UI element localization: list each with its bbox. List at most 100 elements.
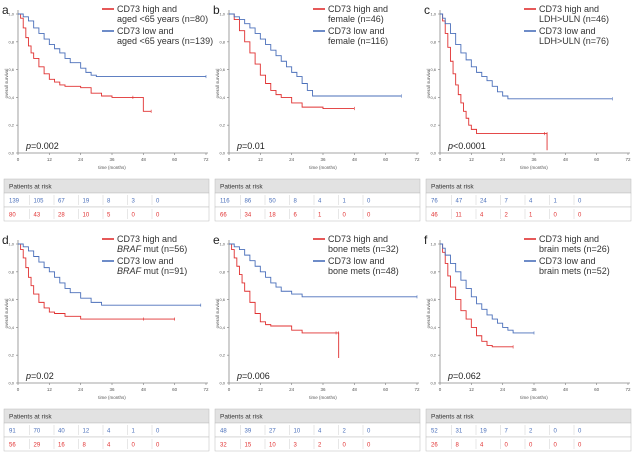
risk-table-cell: 0 (156, 199, 160, 205)
risk-table-title: Patients at risk (431, 414, 474, 421)
y-tick-label: 0,6 (219, 67, 225, 72)
x-axis-label: time (months) (98, 395, 126, 400)
risk-table-cell: 1 (554, 199, 558, 205)
p-value-prefix: p (25, 141, 31, 151)
risk-table-title: Patients at risk (9, 184, 52, 191)
y-tick-label: 1,0 (219, 242, 225, 247)
y-axis-label: overall survival (215, 299, 220, 329)
x-tick-label: 24 (500, 157, 506, 162)
x-tick-label: 12 (258, 157, 264, 162)
risk-table-cell: 16 (58, 443, 65, 449)
risk-table-cell: 32 (220, 443, 227, 449)
x-tick-label: 48 (563, 387, 569, 392)
y-tick-label: 0,2 (430, 123, 436, 128)
y-tick-label: 0,0 (219, 381, 225, 386)
y-tick-label: 0,4 (430, 95, 436, 100)
y-tick-label: 0,4 (8, 325, 14, 330)
risk-table-cell: 0 (156, 443, 160, 449)
survival-curve-high (229, 243, 340, 358)
p-value-text: =0.006 (242, 371, 270, 381)
x-tick-label: 48 (141, 387, 147, 392)
legend-label-low: female (n=116) (328, 36, 388, 46)
risk-table-cell: 19 (480, 429, 487, 435)
y-axis-label: overall survival (426, 299, 431, 329)
x-tick-label: 24 (500, 387, 506, 392)
risk-table-cell: 1 (529, 213, 533, 219)
legend-label-low: CD73 low and (539, 256, 596, 266)
risk-table-cell: 4 (107, 443, 111, 449)
y-tick-label: 0,4 (219, 95, 225, 100)
y-tick-label: 0,6 (430, 67, 436, 72)
x-tick-label: 48 (563, 157, 569, 162)
risk-table: Patients at risk 76 47 24 7 4 1 0 46 11 4 2 1 0 0 (425, 178, 632, 222)
y-tick-label: 0,8 (430, 269, 436, 274)
survival-curve-low (18, 13, 206, 77)
p-value-text: <0.0001 (453, 141, 486, 151)
risk-table-cell: 139 (9, 199, 20, 205)
legend-label-high: CD73 high and (328, 234, 388, 244)
legend-label-low: CD73 low and (539, 26, 596, 36)
risk-table-cell: 19 (83, 199, 90, 205)
survival-curve-high (18, 243, 175, 320)
risk-table-cell: 0 (367, 443, 371, 449)
risk-table-cell: 0 (343, 443, 347, 449)
x-tick-label: 24 (78, 387, 84, 392)
risk-table-cell: 7 (505, 199, 509, 205)
risk-table-title: Patients at risk (9, 414, 52, 421)
risk-table-cell: 116 (220, 199, 230, 205)
risk-table-cell: 0 (132, 213, 136, 219)
risk-table-cell: 0 (343, 213, 347, 219)
panel-letter: c (424, 3, 430, 17)
panel-letter: f (424, 233, 428, 247)
y-tick-label: 0,4 (8, 95, 14, 100)
risk-table-cell: 11 (456, 213, 463, 219)
legend-label-low: CD73 low and (117, 256, 174, 266)
legend-label-low: brain mets (n=52) (539, 266, 610, 276)
x-tick-label: 12 (469, 157, 475, 162)
risk-table-row-high (214, 206, 421, 222)
x-tick-label: 72 (625, 387, 631, 392)
survival-curve-low (440, 243, 534, 334)
survival-curve-low (229, 243, 417, 298)
y-tick-label: 0,8 (430, 39, 436, 44)
legend-rest: mut (n=56) (141, 244, 187, 254)
panel-letter: e (213, 233, 220, 247)
risk-table-cell: 12 (83, 429, 90, 435)
x-tick-label: 0 (228, 387, 231, 392)
risk-table: Patients at risk 52 31 19 7 2 0 0 26 8 4 0 0 0 0 (425, 408, 632, 452)
risk-table-cell: 27 (269, 429, 276, 435)
risk-table-cell: 6 (294, 213, 298, 219)
risk-table-cell: 46 (431, 213, 438, 219)
y-tick-label: 0,6 (8, 67, 14, 72)
y-tick-label: 0,2 (219, 123, 225, 128)
x-tick-label: 36 (109, 157, 115, 162)
y-tick-label: 0,8 (219, 39, 225, 44)
risk-table-cell: 0 (578, 213, 582, 219)
risk-table-cell: 0 (156, 213, 160, 219)
survival-curve-high (229, 13, 355, 109)
legend-label-low: CD73 low and (328, 26, 385, 36)
risk-table-cell: 86 (245, 199, 252, 205)
risk-table-cell: 15 (245, 443, 252, 449)
risk-table-cell: 4 (480, 213, 484, 219)
survival-curve-high (440, 243, 514, 348)
risk-table-cell: 8 (107, 199, 111, 205)
risk-table-cell: 10 (83, 213, 90, 219)
risk-table-cell: 67 (58, 199, 65, 205)
risk-table-cell: 4 (529, 199, 533, 205)
risk-table-cell: 0 (505, 443, 509, 449)
risk-table-cell: 0 (554, 213, 558, 219)
x-tick-label: 12 (469, 387, 475, 392)
p-value: p<0.0001 (447, 141, 486, 151)
y-tick-label: 0,2 (8, 123, 14, 128)
legend-label-high: CD73 high and (117, 234, 177, 244)
x-tick-label: 36 (531, 387, 537, 392)
risk-table-cell: 48 (220, 429, 227, 435)
risk-table-cell: 8 (83, 443, 87, 449)
legend-label-high: CD73 high and (539, 234, 599, 244)
risk-table-cell: 50 (269, 199, 276, 205)
panel-letter: b (213, 3, 220, 17)
